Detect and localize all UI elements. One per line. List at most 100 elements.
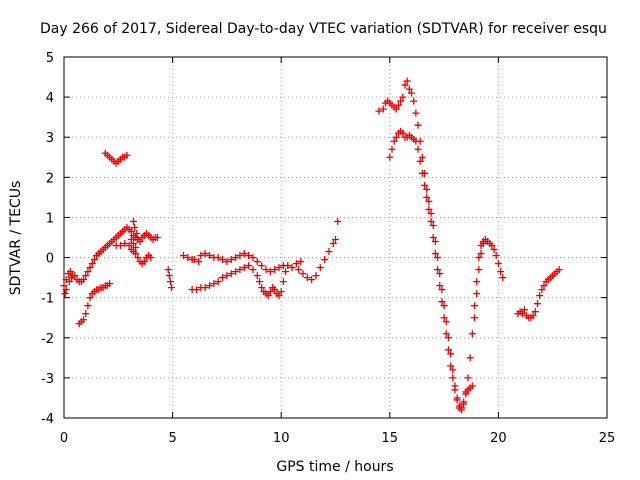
- data-point: [442, 318, 450, 326]
- data-point: [466, 354, 474, 362]
- data-point: [275, 264, 283, 272]
- data-point: [116, 242, 124, 250]
- data-point: [538, 286, 546, 294]
- data-point: [60, 282, 68, 290]
- data-point: [429, 234, 437, 241]
- data-point: [192, 286, 200, 294]
- chart-title: Day 266 of 2017, Sidereal Day-to-day VTE…: [40, 21, 607, 37]
- data-point: [329, 240, 337, 248]
- data-point: [82, 310, 90, 318]
- data-point: [134, 236, 142, 244]
- data-point: [165, 272, 173, 280]
- x-tick-label: 0: [60, 431, 68, 446]
- y-tick-label: -3: [41, 372, 54, 387]
- data-point: [414, 121, 422, 129]
- data-point: [412, 137, 420, 145]
- data-point: [425, 205, 433, 213]
- y-axis-label: SDTVAR / TECUs: [8, 181, 24, 296]
- data-point: [518, 310, 526, 318]
- data-point: [106, 280, 114, 288]
- data-point: [295, 266, 303, 274]
- data-point: [264, 292, 272, 300]
- data-point: [67, 268, 75, 276]
- y-tick-label: 4: [46, 91, 54, 106]
- data-point: [414, 145, 422, 153]
- data-point: [88, 260, 96, 268]
- data-point: [299, 270, 307, 278]
- data-point: [488, 242, 496, 250]
- data-point: [379, 105, 387, 113]
- data-point: [431, 238, 439, 246]
- data-point: [494, 260, 502, 268]
- data-point: [386, 153, 394, 161]
- data-point: [266, 288, 274, 296]
- data-point: [438, 298, 446, 306]
- data-point: [132, 250, 140, 258]
- data-point: [529, 312, 537, 320]
- data-point: [166, 278, 174, 286]
- data-point: [82, 272, 90, 280]
- data-point: [412, 109, 420, 117]
- data-point: [408, 89, 416, 97]
- data-point: [332, 236, 339, 244]
- data-point: [262, 266, 270, 274]
- data-point: [401, 81, 409, 89]
- data-point: [214, 254, 222, 262]
- data-point: [449, 366, 457, 374]
- data-point: [127, 236, 135, 244]
- data-point: [249, 266, 257, 274]
- data-point: [255, 278, 263, 286]
- data-point: [416, 157, 424, 165]
- data-point: [292, 260, 300, 268]
- data-point: [288, 264, 296, 272]
- data-point: [258, 284, 266, 292]
- data-point: [438, 286, 446, 294]
- data-point: [423, 193, 431, 201]
- data-point: [468, 382, 476, 390]
- data-point: [431, 250, 439, 258]
- data-point: [436, 282, 444, 290]
- data-point: [321, 256, 329, 264]
- data-point: [249, 254, 257, 262]
- data-point: [197, 252, 205, 260]
- y-tick-label: 0: [46, 252, 54, 267]
- data-point: [147, 254, 155, 262]
- data-point: [206, 282, 214, 290]
- data-point: [399, 129, 407, 137]
- data-point: [471, 314, 479, 322]
- y-tick-label: 5: [46, 51, 54, 66]
- data-point: [425, 197, 433, 205]
- data-point: [468, 330, 476, 338]
- data-point: [271, 266, 279, 274]
- data-point: [125, 242, 133, 250]
- data-point: [240, 264, 248, 272]
- data-point: [245, 252, 253, 260]
- data-point: [492, 252, 500, 260]
- data-point: [84, 268, 92, 276]
- y-tick-label: -4: [41, 412, 54, 427]
- data-point: [179, 252, 187, 260]
- data-point: [477, 250, 485, 258]
- data-point: [434, 266, 442, 274]
- data-point: [418, 169, 426, 177]
- data-point: [460, 400, 468, 408]
- data-point: [497, 268, 505, 276]
- data-point: [266, 268, 274, 276]
- data-point: [536, 292, 544, 300]
- data-point: [475, 254, 483, 262]
- data-point: [253, 272, 261, 280]
- data-point: [394, 101, 402, 109]
- x-tick-label: 5: [168, 431, 176, 446]
- data-point: [195, 258, 203, 266]
- data-point: [447, 362, 455, 370]
- data-point: [490, 246, 498, 254]
- data-point: [375, 107, 383, 115]
- data-point: [388, 145, 396, 153]
- data-point: [475, 266, 483, 274]
- data-point: [164, 266, 172, 274]
- data-point: [61, 290, 69, 298]
- data-point: [312, 272, 320, 280]
- x-axis-label: GPS time / hours: [276, 459, 393, 475]
- data-point: [303, 274, 311, 282]
